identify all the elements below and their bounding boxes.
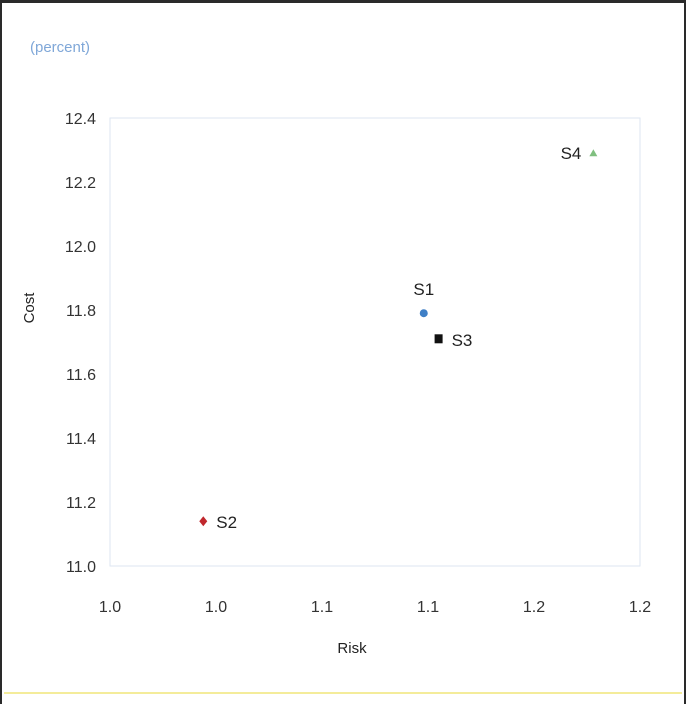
y-axis-ticks: 11.0 11.2 11.4 11.6 11.8 12.0 12.2 12.4 bbox=[65, 111, 96, 576]
y-axis-title: Cost bbox=[21, 292, 38, 324]
point-label: S2 bbox=[216, 513, 237, 532]
point-s1: S1 bbox=[413, 280, 434, 318]
point-s2: S2 bbox=[199, 513, 237, 532]
point-label: S3 bbox=[452, 331, 473, 350]
x-tick-label: 1.2 bbox=[629, 599, 651, 616]
y-tick-label: 12.4 bbox=[65, 111, 96, 128]
data-points: S1 S2 S3 S4 bbox=[199, 144, 598, 532]
x-tick-label: 1.0 bbox=[99, 599, 121, 616]
point-marker-diamond bbox=[199, 516, 208, 527]
y-tick-label: 12.0 bbox=[65, 239, 96, 256]
point-s3: S3 bbox=[434, 331, 473, 350]
y-tick-label: 11.0 bbox=[66, 559, 96, 576]
y-tick-label: 11.8 bbox=[66, 303, 96, 320]
point-marker-triangle bbox=[589, 149, 598, 157]
point-label: S1 bbox=[413, 280, 434, 299]
bottom-rule bbox=[4, 692, 682, 694]
x-axis-title: Risk bbox=[337, 640, 367, 657]
x-axis-ticks: 1.0 1.0 1.1 1.1 1.2 1.2 bbox=[99, 599, 651, 616]
plot-area bbox=[109, 117, 641, 567]
unit-label: (percent) bbox=[30, 39, 90, 56]
y-tick-label: 11.2 bbox=[66, 495, 96, 512]
y-tick-label: 11.6 bbox=[66, 367, 96, 384]
point-marker-circle bbox=[419, 309, 428, 318]
point-label: S4 bbox=[561, 144, 582, 163]
x-tick-label: 1.0 bbox=[205, 599, 227, 616]
x-tick-label: 1.1 bbox=[417, 599, 439, 616]
y-tick-label: 12.2 bbox=[65, 175, 96, 192]
point-s4: S4 bbox=[561, 144, 598, 163]
x-tick-label: 1.1 bbox=[311, 599, 333, 616]
y-tick-label: 11.4 bbox=[66, 431, 96, 448]
point-marker-square bbox=[434, 334, 443, 344]
x-tick-label: 1.2 bbox=[523, 599, 545, 616]
